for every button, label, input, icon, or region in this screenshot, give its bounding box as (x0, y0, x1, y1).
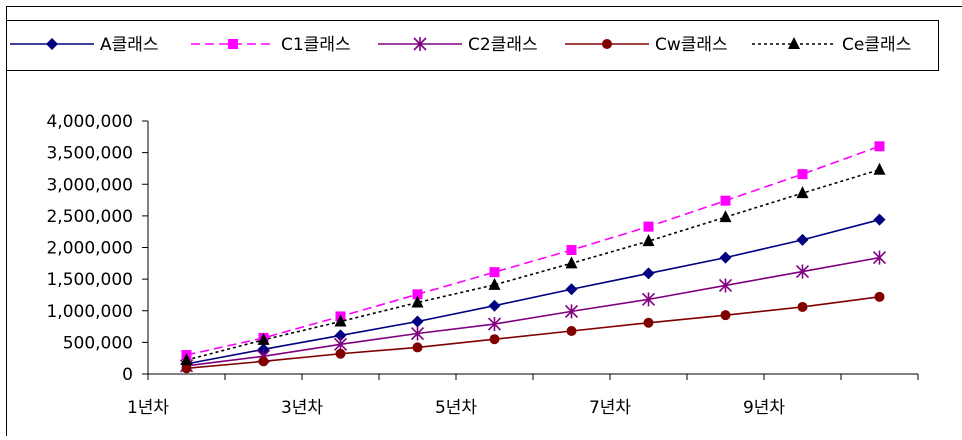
legend-label: A클래스 (100, 35, 159, 55)
data-point (644, 222, 654, 232)
legend-label: C1클래스 (281, 35, 351, 55)
y-tick-label: 2,500,000 (46, 207, 133, 227)
data-point (644, 318, 654, 328)
y-tick-label: 1,000,000 (46, 302, 133, 322)
y-tick-label: 3,000,000 (46, 175, 133, 195)
y-tick-label: 4,000,000 (46, 112, 133, 132)
y-tick-label: 3,500,000 (46, 144, 133, 164)
x-tick-label: 9년차 (743, 398, 785, 418)
data-point (567, 245, 577, 255)
data-point (875, 292, 885, 302)
data-point (798, 169, 808, 179)
data-point (721, 196, 731, 206)
x-tick-label: 5년차 (435, 398, 477, 418)
legend-label: C2클래스 (468, 35, 538, 55)
x-tick-label: 1년차 (127, 398, 169, 418)
data-point (567, 326, 577, 336)
legend-marker (602, 39, 612, 49)
y-tick-label: 1,500,000 (46, 270, 133, 290)
data-point (259, 356, 269, 366)
data-point (413, 342, 423, 352)
y-tick-label: 0 (122, 365, 133, 385)
data-point (490, 334, 500, 344)
data-point (336, 349, 346, 359)
x-tick-label: 3년차 (281, 398, 323, 418)
legend-label: Cw클래스 (655, 35, 728, 55)
data-point (875, 141, 885, 151)
data-point (490, 267, 500, 277)
data-point (721, 310, 731, 320)
legend-label: Ce클래스 (842, 35, 911, 55)
x-tick-label: 7년차 (589, 398, 631, 418)
y-tick-label: 500,000 (63, 333, 133, 353)
data-point (798, 302, 808, 312)
y-tick-label: 2,000,000 (46, 239, 133, 259)
legend-marker (228, 39, 238, 49)
